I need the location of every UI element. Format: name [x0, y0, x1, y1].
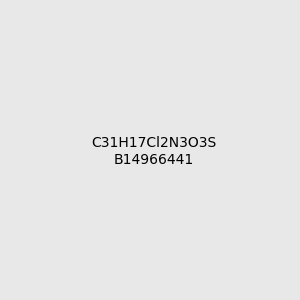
Text: C31H17Cl2N3O3S
B14966441: C31H17Cl2N3O3S B14966441 [91, 136, 216, 166]
